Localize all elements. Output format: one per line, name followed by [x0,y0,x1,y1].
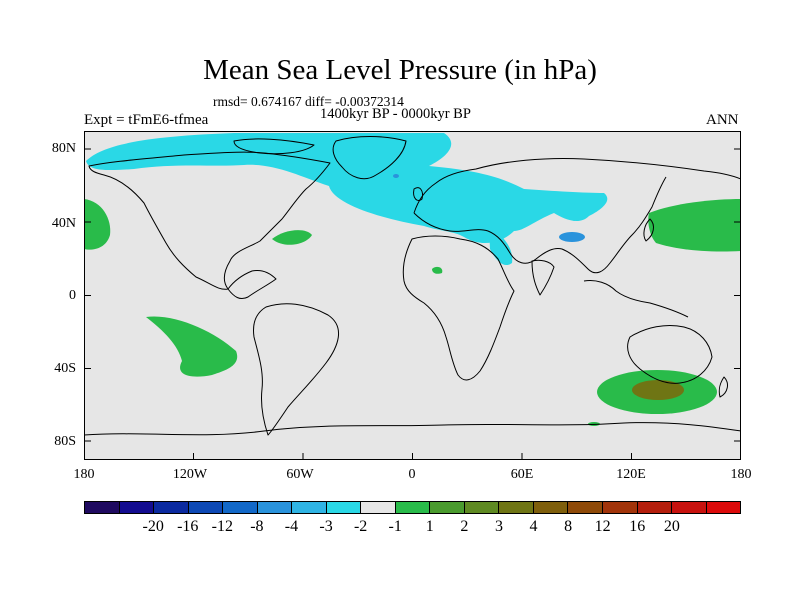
x-label-120w: 120W [172,467,208,482]
x-label-180w: 180 [73,467,95,482]
colorbar-label: 16 [629,518,646,535]
period-label: 1400kyr BP - 0000kyr BP [320,106,471,122]
green-field-atlantic [272,230,312,245]
colorbar-swatch [257,502,293,513]
colorbar-label: 1 [425,518,434,535]
colorbar-label: -12 [211,518,233,535]
coast-southeast-asia [583,280,689,318]
colorbar-swatch [361,502,396,513]
coast-japan [643,218,654,242]
colorbar-swatch [499,502,534,513]
colorbar-label: -1 [388,518,402,535]
coast-greenland [332,136,407,180]
season-label: ANN [706,112,739,128]
colorbar-label: 8 [564,518,573,535]
colorbar-swatch [154,502,189,513]
colorbar-swatch [602,502,638,513]
coast-africa [402,235,515,381]
colorbar-swatch [533,502,569,513]
x-label-0: 0 [408,467,416,482]
colorbar-swatch [395,502,431,513]
coast-arctic-islands [233,138,315,155]
colorbar-swatch [292,502,327,513]
colorbar-swatch [85,502,120,513]
colorbar-label: -20 [142,518,164,535]
colorbar-labels: -20 -16 -12 -8 -4 -3 -2 -1 1 2 3 4 8 12 16 20 [84,518,741,538]
colorbar-swatch [637,502,673,513]
colorbar [84,501,741,514]
coast-antarctica [84,422,741,436]
blue-field-tibet [559,232,585,242]
experiment-label: Expt = tFmE6-tfmea [84,112,209,128]
cyan-field-north [86,133,608,244]
colorbar-label: -2 [353,518,368,535]
colorbar-swatch [430,502,465,513]
colorbar-label: 4 [529,518,538,535]
axis-ticks [84,148,741,460]
coast-europe-asia [413,157,741,274]
colorbar-label: -3 [319,518,333,535]
y-label-0: 0 [69,288,76,303]
colorbar-label: -4 [284,518,299,535]
stats-label: rmsd= 0.674167 diff= -0.00372314 [213,94,404,109]
green-field-pacific-west [84,199,111,250]
y-label-80s: 80S [54,434,76,449]
map-frame [84,131,741,460]
map-plot [84,131,741,460]
green-field-pacific-east [648,199,741,252]
colorbar-label: 2 [460,518,469,535]
x-label-60e: 60E [510,467,534,482]
coast-india [531,259,555,296]
coastlines [84,136,741,436]
y-label-40s: 40S [54,361,76,376]
colorbar-swatch [188,502,224,513]
cyan-field-east-asia [562,194,603,221]
colorbar-swatch [706,502,741,513]
colorbar-swatch [568,502,603,513]
colorbar-label: -8 [250,518,264,535]
anomaly-fields [84,133,741,426]
green-field-africa [432,266,443,274]
coast-australia [627,324,713,384]
brown-field-southern-ocean [632,380,684,400]
coast-gulf [227,270,277,300]
green-field-south-pacific [146,316,238,377]
colorbar-label: -16 [177,518,199,535]
y-label-80n: 80N [51,141,76,156]
colorbar-label: 12 [594,518,611,535]
coast-new-zealand [718,376,728,398]
colorbar-swatch [326,502,362,513]
colorbar-label: 3 [494,518,503,535]
blue-field-arctic [393,174,399,178]
chart-title: Mean Sea Level Pressure (in hPa) [203,54,597,86]
x-label-180e: 180 [730,467,752,482]
colorbar-swatch [119,502,155,513]
x-label-120e: 120E [616,467,646,482]
colorbar-swatch [223,502,258,513]
x-label-60w: 60W [286,467,314,482]
y-label-40n: 40N [51,216,76,231]
colorbar-swatch [464,502,500,513]
colorbar-label: 20 [663,518,680,535]
coast-south-america [253,303,339,436]
coast-uk [413,187,423,202]
colorbar-swatch [672,502,707,513]
